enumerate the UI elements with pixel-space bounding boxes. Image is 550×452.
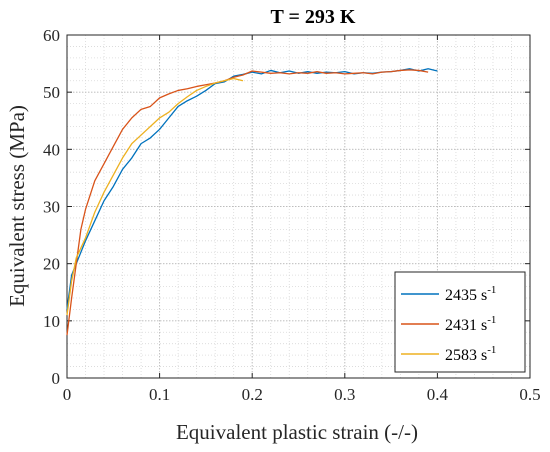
y-tick-label: 50: [43, 83, 60, 102]
x-tick-label: 0.1: [149, 385, 170, 404]
series-line-1: [66, 69, 429, 336]
x-tick-label: 0.5: [519, 385, 540, 404]
y-tick-label: 20: [43, 255, 60, 274]
y-tick-label: 60: [43, 26, 60, 45]
legend-label-0: 2435 s-1: [445, 284, 496, 304]
legend: 2435 s-1 2431 s-1 2583 s-1: [394, 271, 526, 373]
y-tick-label: 40: [43, 140, 60, 159]
x-tick-label: 0: [63, 385, 72, 404]
y-axis-label: Equivalent stress (MPa): [5, 105, 29, 307]
y-tick-label: 30: [43, 198, 60, 217]
x-axis-label: Equivalent plastic strain (-/-): [176, 420, 418, 444]
axes: 0 0.1 0.2 0.3 0.4 0.5 0 10 20 30 40 50 60: [43, 26, 541, 404]
x-tick-label: 0.2: [242, 385, 263, 404]
x-tick-label: 0.4: [427, 385, 449, 404]
legend-label-1: 2431 s-1: [445, 314, 496, 334]
legend-box: [394, 271, 526, 373]
series-lines: [66, 68, 438, 336]
y-tick-label: 10: [43, 312, 60, 331]
chart-title: T = 293 K: [271, 6, 356, 28]
legend-label-2: 2583 s-1: [445, 344, 496, 364]
y-tick-label: 0: [52, 369, 61, 388]
x-tick-label: 0.3: [334, 385, 355, 404]
series-line-2: [66, 77, 244, 316]
